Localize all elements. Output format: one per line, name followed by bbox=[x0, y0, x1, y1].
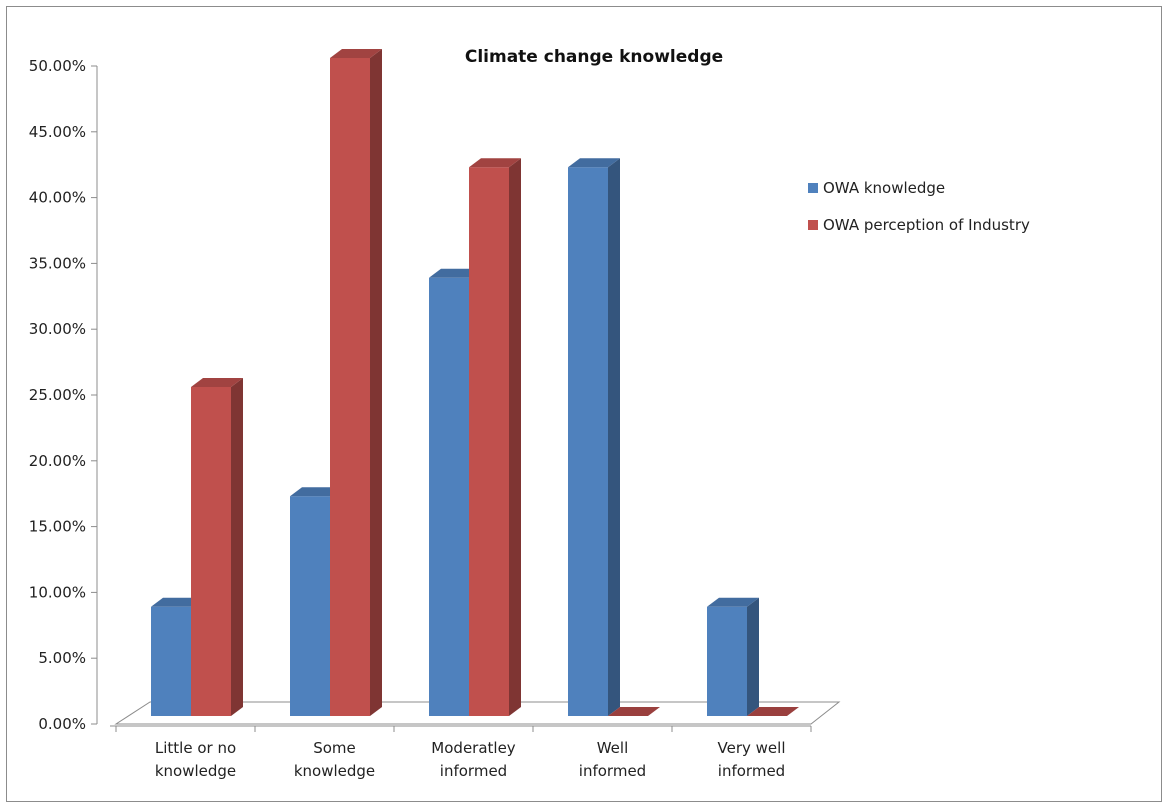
bar-owa-knowledge bbox=[707, 597, 759, 716]
y-tick-label: 35.00% bbox=[29, 254, 86, 272]
x-category-label: informed bbox=[718, 762, 785, 780]
x-category-label: Very well bbox=[718, 739, 786, 757]
legend-label: OWA perception of Industry bbox=[823, 216, 1030, 234]
y-tick-label: 30.00% bbox=[29, 320, 86, 338]
y-tick-label: 25.00% bbox=[29, 386, 86, 404]
y-tick-label: 10.00% bbox=[29, 583, 86, 601]
x-category-label: informed bbox=[579, 762, 646, 780]
legend-label: OWA knowledge bbox=[823, 179, 945, 197]
x-category-label: informed bbox=[440, 762, 507, 780]
legend: OWA knowledge OWA perception of Industry bbox=[808, 179, 1030, 234]
x-category-label: knowledge bbox=[155, 762, 236, 780]
y-tick-label: 40.00% bbox=[29, 189, 86, 207]
x-category-label: knowledge bbox=[294, 762, 375, 780]
chart-title: Climate change knowledge bbox=[465, 47, 723, 67]
x-category-label: Moderatley bbox=[431, 739, 516, 757]
x-axis: Little or no knowledge Some knowledge Modera… bbox=[110, 725, 812, 780]
x-category-label: Well bbox=[597, 739, 629, 757]
legend-swatch bbox=[808, 183, 818, 193]
bar-owa-perception-of-industry bbox=[747, 707, 799, 716]
bar-owa-perception-of-industry bbox=[469, 158, 521, 716]
bar-owa-perception-of-industry bbox=[608, 707, 660, 716]
bar-owa-knowledge bbox=[568, 158, 620, 716]
y-tick-label: 45.00% bbox=[29, 123, 86, 141]
bar-owa-perception-of-industry bbox=[191, 378, 243, 716]
y-tick-label: 15.00% bbox=[29, 518, 86, 536]
y-axis: 0.00% 5.00% 10.00% 15.00% 20.00% 25.00% 30.00%… bbox=[29, 57, 98, 733]
y-tick-label: 5.00% bbox=[38, 649, 86, 667]
bar-owa-perception-of-industry bbox=[330, 49, 382, 716]
y-tick-label: 20.00% bbox=[29, 452, 86, 470]
y-tick-label: 0.00% bbox=[38, 715, 86, 733]
y-tick-label: 50.00% bbox=[29, 57, 86, 75]
legend-swatch bbox=[808, 220, 818, 230]
bar-group bbox=[151, 49, 799, 716]
x-category-label: Little or no bbox=[155, 739, 236, 757]
x-category-label: Some bbox=[313, 739, 356, 757]
